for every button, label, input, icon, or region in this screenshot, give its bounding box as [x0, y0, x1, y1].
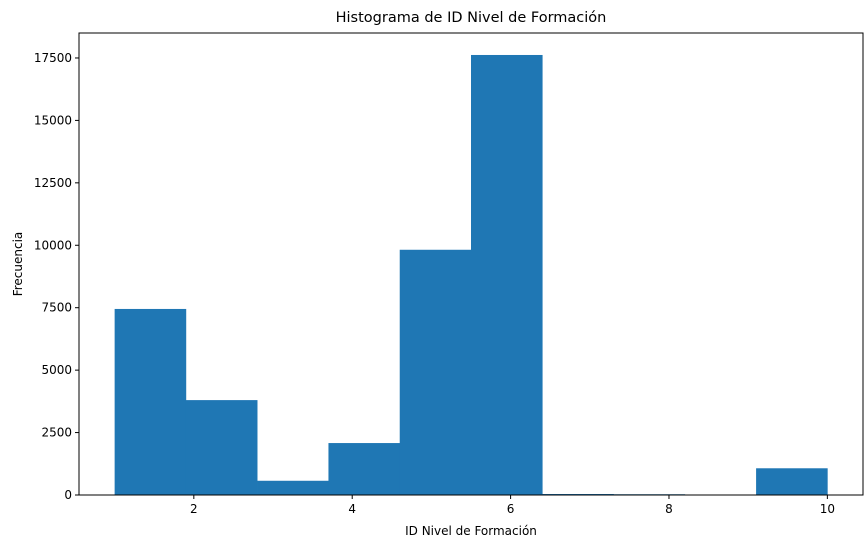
y-tick-label: 0 — [64, 488, 72, 502]
x-tick-label: 2 — [190, 502, 198, 516]
y-tick-label: 10000 — [34, 238, 72, 252]
bars-group — [114, 54, 828, 495]
histogram-bar — [114, 308, 187, 495]
histogram-bar — [471, 54, 543, 495]
chart-title: Histograma de ID Nivel de Formación — [336, 10, 607, 26]
histogram-bar — [756, 468, 828, 495]
histogram-bar — [328, 443, 401, 495]
y-tick-label: 12500 — [34, 176, 72, 190]
x-tick-label: 6 — [507, 502, 515, 516]
x-axis-ticks: 2 4 6 8 10 — [190, 495, 835, 516]
x-axis-label: ID Nivel de Formación — [405, 524, 537, 538]
y-tick-label: 17500 — [34, 51, 72, 65]
y-axis-label: Frecuencia — [11, 232, 25, 297]
y-tick-label: 2500 — [41, 426, 72, 440]
x-tick-label: 8 — [665, 502, 673, 516]
y-tick-label: 5000 — [41, 363, 72, 377]
histogram-bar — [257, 480, 329, 495]
y-tick-label: 15000 — [34, 113, 72, 127]
y-axis-ticks: 0 2500 5000 7500 10000 12500 15000 17500 — [34, 51, 79, 502]
histogram-bar — [399, 249, 472, 495]
y-tick-label: 7500 — [41, 301, 72, 315]
x-tick-label: 4 — [348, 502, 356, 516]
histogram-bar — [185, 400, 258, 495]
x-tick-label: 10 — [820, 502, 835, 516]
plot-frame — [78, 32, 864, 496]
